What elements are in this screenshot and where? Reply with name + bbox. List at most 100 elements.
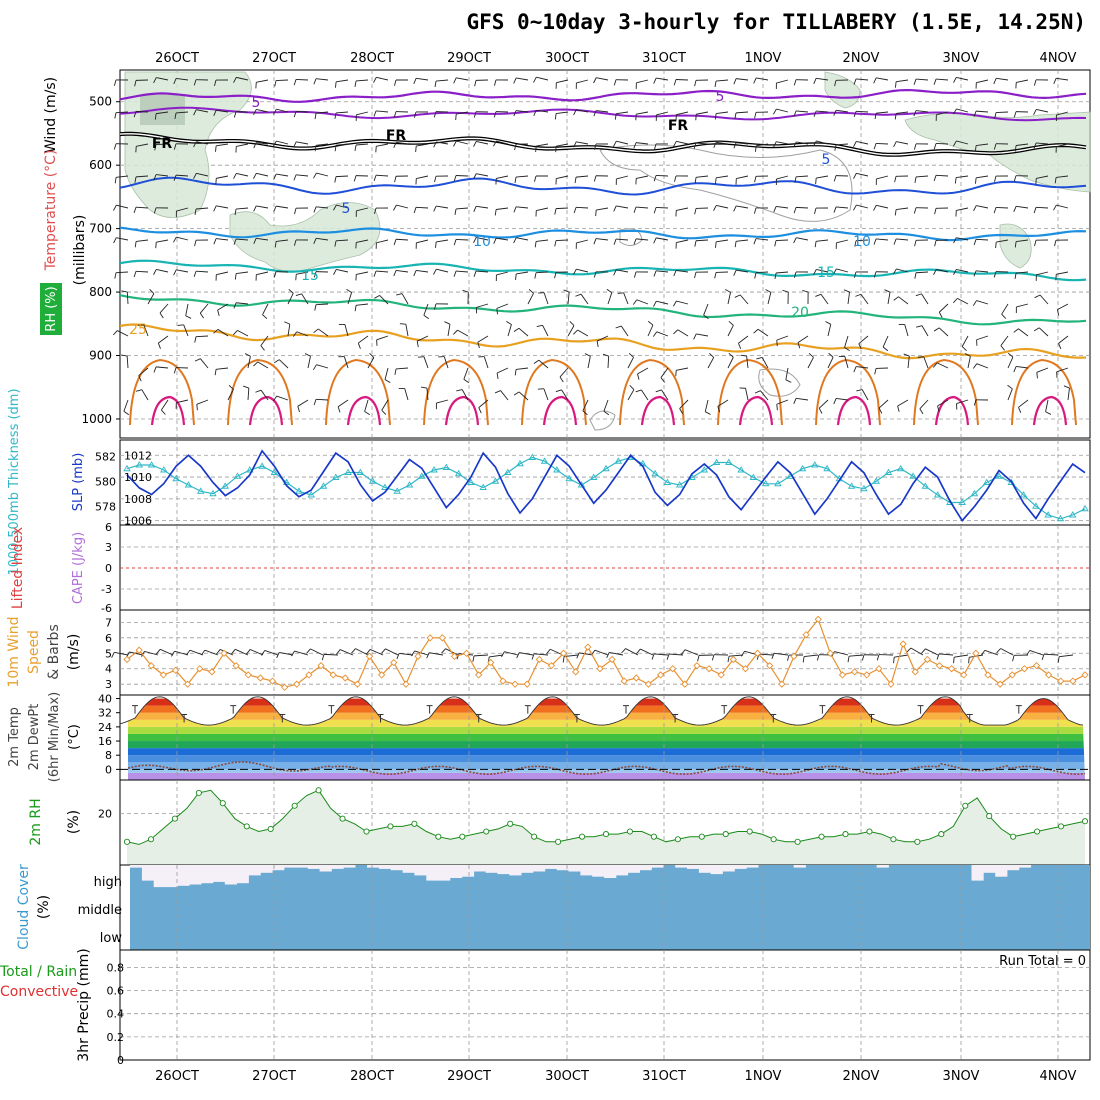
upper-wind-barb [776, 271, 789, 274]
upper-wind-barb-flag [873, 271, 877, 278]
upper-air-panel: 5 5 FR FR FR 5 5 10 10 15 15 20 25 500 600 700 800 900 10… [81, 69, 1091, 439]
upper-wind-barb [1056, 367, 1069, 373]
upper-wind-barb [376, 239, 389, 244]
upper-wind-barb [1007, 388, 1013, 401]
upper-wind-barb-flag [853, 141, 857, 147]
upper-wind-barb-flag [633, 238, 637, 245]
isotherm-30-arch [913, 358, 979, 426]
high-cloud-bar [414, 865, 427, 876]
upper-wind-barb [287, 324, 291, 337]
upper-wind-barb [518, 391, 529, 401]
high-cloud-bar [793, 865, 806, 868]
thickness-point [270, 468, 279, 475]
upper-wind-barb-flag [818, 407, 823, 414]
isotherm-35-arch [150, 395, 186, 426]
upper-wind-barb [1056, 143, 1069, 148]
wind10m-barb [504, 651, 519, 656]
high-cloud-bar [722, 865, 735, 872]
upper-wind-barb-flag [894, 209, 897, 216]
wind10m-barb-flag [893, 657, 895, 664]
upper-wind-barb-flag [973, 205, 977, 212]
upper-wind-barb [256, 237, 269, 241]
high-cloud-bar [307, 865, 320, 869]
upper-wind-barb [844, 335, 849, 348]
upper-wind-barb-flag [813, 78, 817, 85]
upper-wind-barb-flag [453, 270, 457, 277]
wind-speed-point [147, 661, 155, 670]
upper-wind-barb-flag [903, 353, 910, 357]
wind-speed-point [802, 631, 810, 639]
wind-speed-point [632, 674, 640, 682]
wind10m-barb [489, 654, 504, 658]
cloud-level-label: middle [78, 903, 122, 918]
upper-wind-barb-flag [494, 390, 501, 394]
thickness-point [467, 478, 475, 485]
upper-wind-barb-flag [1018, 407, 1022, 414]
temp-tick-label: 16 [98, 735, 112, 748]
upper-wind-barb [623, 292, 629, 305]
upper-wind-barb [596, 110, 609, 113]
upper-wind-barb-flag [334, 176, 337, 183]
isotherm-label: 25 [129, 322, 147, 338]
wind10m-barb-flag [336, 649, 341, 655]
upper-wind-barb-flag [535, 146, 537, 153]
rh-point [674, 836, 681, 843]
rh-point [387, 823, 394, 830]
upper-wind-barb [956, 268, 969, 273]
upper-wind-barb [176, 77, 189, 81]
upper-wind-barb [276, 239, 289, 242]
upper-wind-barb [196, 141, 209, 145]
thickness-point [761, 479, 770, 487]
upper-wind-barb-flag [635, 389, 642, 393]
high-cloud-bar [331, 865, 344, 869]
upper-wind-barb-flag [135, 389, 142, 392]
upper-wind-barb-flag [194, 358, 201, 362]
wind10m-barb [1029, 650, 1044, 656]
pressure-tick-label: 500 [89, 95, 112, 109]
upper-wind-barb-flag [613, 140, 617, 147]
upper-wind-barb [295, 110, 309, 113]
upper-wind-barb-flag [633, 206, 637, 213]
upper-wind-barb [1038, 327, 1049, 337]
upper-wind-barb [661, 389, 669, 401]
upper-wind-barb-flag [253, 238, 257, 245]
thickness-point [135, 461, 144, 468]
rh-point [1010, 833, 1017, 840]
wind10m-barb [939, 653, 954, 656]
upper-wind-barb [376, 270, 389, 273]
thickness-point [995, 472, 1003, 479]
upper-wind-barb [556, 79, 569, 84]
upper-wind-barb [756, 238, 769, 241]
top-date-label: 31OCT [642, 51, 686, 66]
upper-wind-barb [796, 141, 809, 145]
upper-wind-barb-flag [134, 241, 137, 248]
upper-wind-barb [897, 399, 909, 407]
thickness-point [749, 473, 758, 480]
top-date-label: 1NOV [745, 51, 782, 66]
upper-wind-barb-flag [973, 110, 977, 117]
wind-speed-point [123, 655, 131, 664]
upper-wind-barb-flag [774, 240, 777, 247]
upper-wind-barb [736, 269, 749, 273]
upper-wind-barb-flag [1013, 111, 1017, 118]
upper-wind-barb [707, 357, 715, 369]
rh-axis-label: RH (%) [44, 286, 59, 331]
high-cloud-bar [378, 865, 392, 869]
rh-point [363, 828, 370, 835]
temp-color-band [128, 755, 1085, 763]
upper-wind-barb [576, 268, 589, 273]
wind-tick-label: 5 [105, 647, 112, 660]
wind-speed-point [608, 655, 616, 664]
upper-wind-barb [275, 79, 289, 82]
upper-wind-barb-flag [364, 411, 370, 416]
rh-point [650, 833, 657, 840]
bottom-date-label: 1NOV [745, 1069, 782, 1084]
bottom-date-label: 27OCT [252, 1069, 296, 1084]
upper-wind-barb-flag [853, 271, 857, 278]
upper-wind-barb [938, 327, 949, 337]
upper-wind-barb [516, 237, 529, 241]
high-cloud-bar [615, 865, 629, 876]
isotherm-label: FR [152, 136, 173, 152]
upper-wind-barb-flag [1034, 294, 1041, 299]
upper-wind-barb-flag [815, 178, 817, 185]
